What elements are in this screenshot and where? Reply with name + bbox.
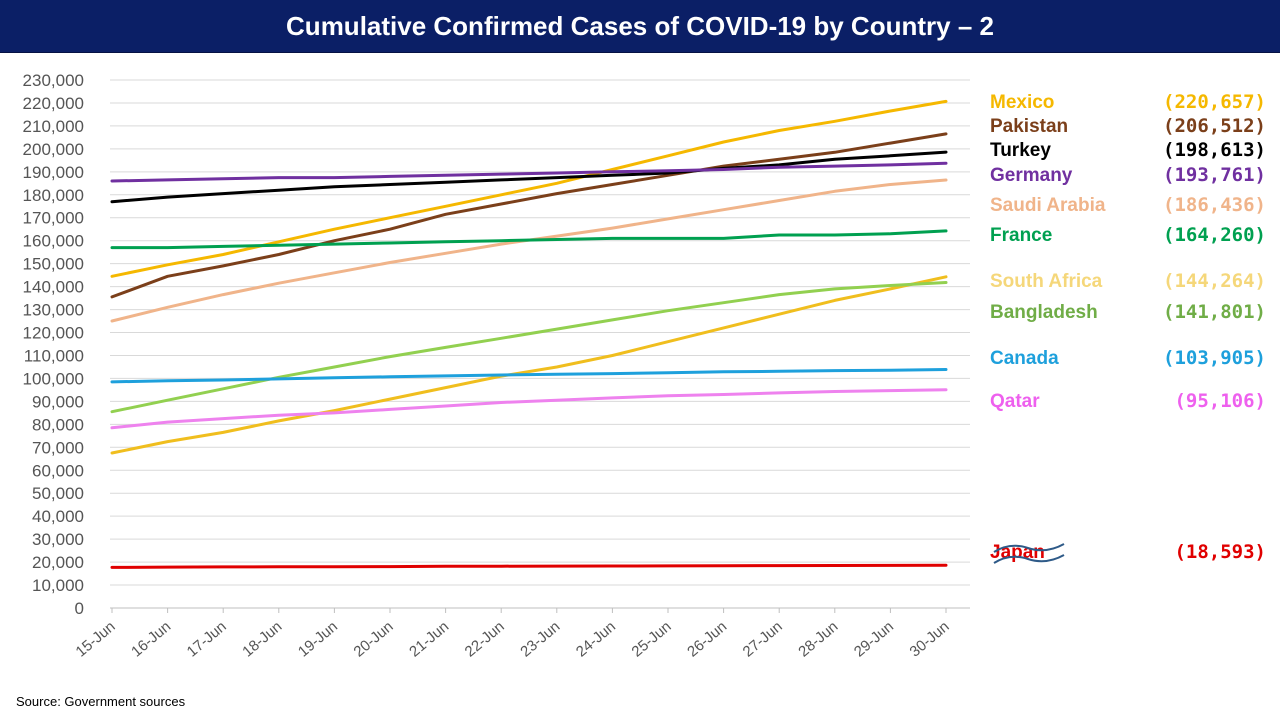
x-tick-label: 18-Jun [239,618,285,661]
legend-value-turkey: (198,613) [1163,139,1266,161]
legend-value-bangladesh: (141,801) [1163,301,1266,323]
legend-value-south-africa: (144,264) [1163,270,1266,292]
legend-value-pakistan: (206,512) [1163,115,1266,137]
line-chart: 0 10,000 20,000 30,000 40,000 50,000 60,000 70,… [23,71,1266,661]
legend-name-france: France [990,225,1052,246]
y-tick-label: 230,000 [23,71,84,90]
x-tick-label: 23-Jun [517,618,563,661]
y-tick-label: 60,000 [32,461,84,480]
series-line-mexico [110,99,948,278]
legend-value-japan: (18,593) [1174,541,1266,563]
legend-value-france: (164,260) [1163,224,1266,246]
x-tick-label: 24-Jun [573,618,619,661]
y-tick-label: 180,000 [23,186,84,205]
legend-name-saudi-arabia: Saudi Arabia [990,195,1106,216]
x-tick-label: 16-Jun [128,618,174,661]
y-tick-label: 130,000 [23,301,84,320]
legend-value-germany: (193,761) [1163,164,1266,186]
legend-value-saudi-arabia: (186,436) [1163,194,1266,216]
legend: Mexico (220,657) Pakistan (206,512) Turkey (1… [990,91,1266,563]
x-tick-label: 17-Jun [184,618,230,661]
series-lines [110,99,948,569]
y-tick-label: 0 [75,599,84,618]
series-line-bangladesh [110,281,948,414]
y-tick-label: 40,000 [32,507,84,526]
x-tick-label: 27-Jun [740,618,786,661]
y-tick-label: 110,000 [24,346,84,365]
y-tick-label: 100,000 [23,369,84,388]
y-tick-label: 140,000 [23,278,84,297]
axis-break-icon [993,543,1065,564]
x-tick-label: 26-Jun [684,618,730,661]
y-tick-label: 150,000 [23,255,84,274]
series-line-qatar [110,388,948,430]
y-tick-label: 90,000 [32,392,84,411]
y-tick-label: 170,000 [23,209,84,228]
axes: 0 10,000 20,000 30,000 40,000 50,000 60,000 70,… [23,71,953,661]
y-tick-label: 160,000 [23,232,84,251]
source-note: Source: Government sources [16,694,186,709]
y-tick-label: 70,000 [32,438,84,457]
series-line-pakistan [110,132,948,299]
series-line-south-africa [110,275,948,455]
y-tick-label: 50,000 [32,484,84,503]
y-tick-label: 220,000 [23,94,84,113]
series-line-canada [110,368,948,384]
y-tick-label: 200,000 [23,140,84,159]
y-tick-label: 10,000 [32,576,84,595]
y-tick-label: 210,000 [23,117,84,136]
legend-value-qatar: (95,106) [1174,390,1266,412]
x-tick-label: 29-Jun [851,618,897,661]
chart-title: Cumulative Confirmed Cases of COVID-19 b… [0,0,1280,53]
legend-name-pakistan: Pakistan [990,116,1068,137]
x-tick-label: 19-Jun [295,618,341,661]
x-tick-label: 15-Jun [73,618,119,661]
y-tick-label: 190,000 [23,163,84,182]
legend-name-bangladesh: Bangladesh [990,302,1098,323]
series-line-france [110,229,948,250]
x-tick-label: 25-Jun [629,618,675,661]
series-line-germany [110,161,948,183]
y-tick-label: 80,000 [32,415,84,434]
legend-value-canada: (103,905) [1163,347,1266,369]
series-line-japan [110,563,948,569]
x-tick-label: 28-Jun [795,618,841,661]
y-tick-label: 20,000 [32,553,84,572]
y-tick-label: 120,000 [23,324,84,343]
x-tick-label: 30-Jun [907,618,953,661]
y-tick-label: 30,000 [32,530,84,549]
legend-name-mexico: Mexico [990,92,1054,113]
legend-name-south-africa: South Africa [990,271,1103,292]
legend-name-germany: Germany [990,165,1073,186]
x-tick-label: 20-Jun [351,618,397,661]
x-tick-label: 22-Jun [462,618,508,661]
legend-name-qatar: Qatar [990,391,1040,412]
legend-name-canada: Canada [990,348,1059,369]
series-line-turkey [110,150,948,204]
x-tick-label: 21-Jun [406,618,452,661]
legend-name-turkey: Turkey [990,140,1051,161]
legend-value-mexico: (220,657) [1163,91,1266,113]
